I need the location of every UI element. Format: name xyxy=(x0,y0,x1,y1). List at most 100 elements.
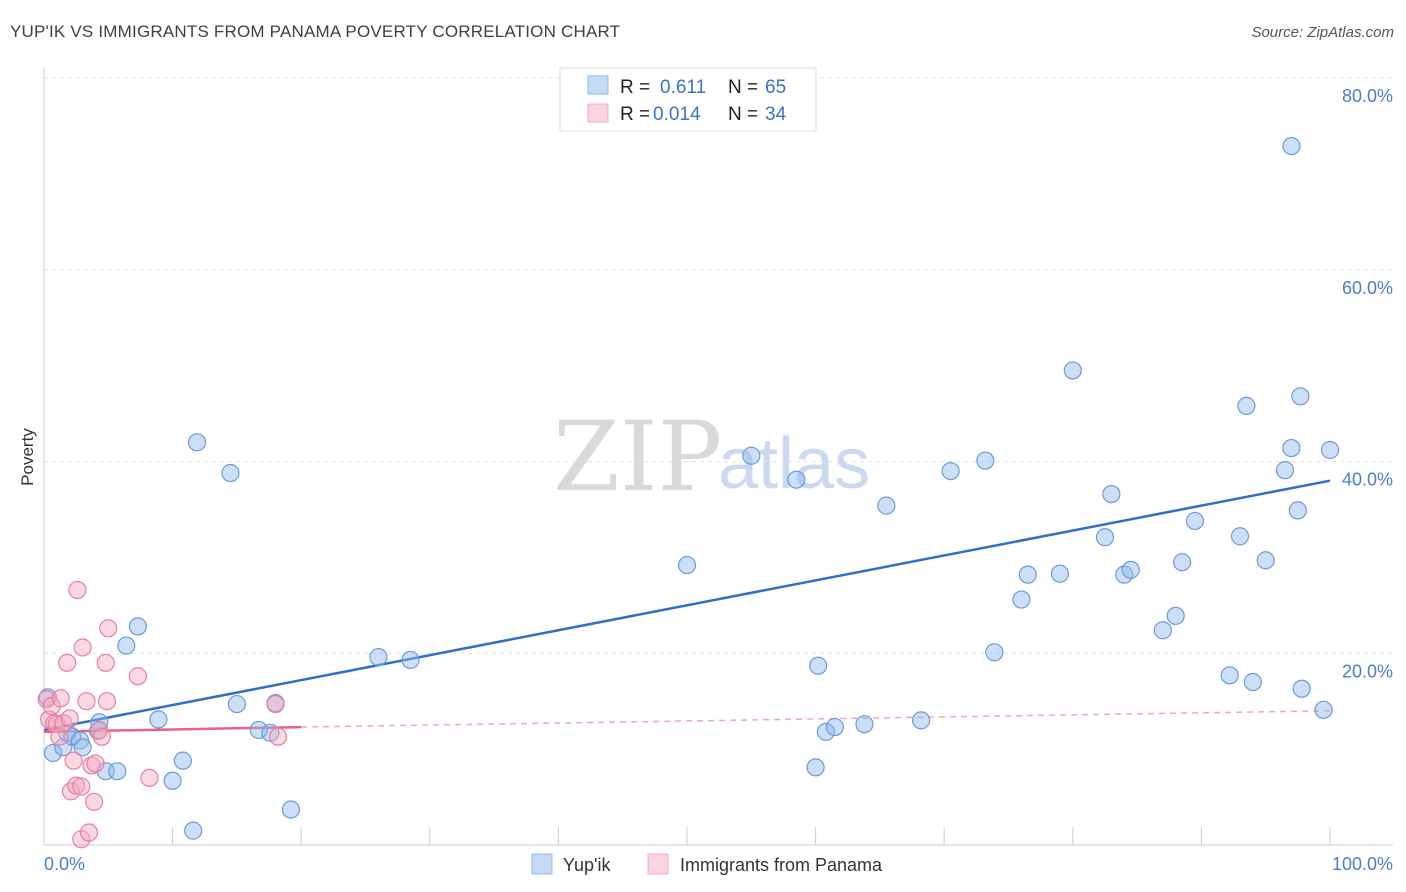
point-s1-13 xyxy=(68,580,87,600)
point-s0-20 xyxy=(249,720,268,740)
point-s0-59 xyxy=(1288,501,1307,520)
legend-swatch-yupik xyxy=(587,75,609,95)
point-s0-29 xyxy=(806,758,825,777)
y-tick-label-1: 40.0% xyxy=(1342,470,1393,490)
point-s0-16 xyxy=(184,821,203,840)
point-s0-55 xyxy=(1256,551,1275,570)
point-s0-50 xyxy=(1185,511,1205,531)
y-tick-label-2: 60.0% xyxy=(1342,278,1393,298)
point-s0-44 xyxy=(1102,484,1121,504)
legend-n-label-1: N = xyxy=(728,77,758,98)
data-points xyxy=(37,136,1340,849)
point-s1-29 xyxy=(266,694,285,714)
point-s0-54 xyxy=(1243,672,1262,692)
x-tick-label-min: 0.0% xyxy=(44,854,85,874)
point-s1-28 xyxy=(140,768,159,787)
point-s0-23 xyxy=(281,800,301,819)
watermark-atlas: atlas xyxy=(718,424,870,504)
point-s1-5 xyxy=(50,727,69,746)
point-s0-2 xyxy=(54,738,73,757)
point-s0-42 xyxy=(1063,361,1082,380)
point-s0-46 xyxy=(1121,560,1140,579)
point-s0-13 xyxy=(149,710,168,729)
bottom-legend-swatch-yupik xyxy=(531,853,553,875)
y-tick-label-0: 20.0% xyxy=(1342,661,1393,681)
point-s1-11 xyxy=(64,751,83,770)
point-s1-16 xyxy=(73,638,92,657)
point-s0-35 xyxy=(911,711,931,730)
point-s0-63 xyxy=(1320,440,1340,460)
point-s0-47 xyxy=(1153,621,1172,640)
point-s0-62 xyxy=(1314,700,1333,719)
point-s0-49 xyxy=(1173,553,1192,572)
point-s1-8 xyxy=(58,653,77,672)
point-s0-24 xyxy=(369,647,388,667)
legend-r-label-1: R = xyxy=(620,77,650,98)
trend-line-extended-1 xyxy=(301,710,1331,728)
point-s0-32 xyxy=(825,717,844,737)
axes xyxy=(43,68,1393,846)
point-s0-26 xyxy=(677,555,697,575)
x-tick-labels: 0.0% 100.0% xyxy=(44,854,1393,874)
point-s0-36 xyxy=(941,461,960,481)
point-s1-10 xyxy=(61,782,81,801)
point-s1-17 xyxy=(77,692,96,711)
legend-n-value-2: 34 xyxy=(765,104,787,125)
bottom-legend-label-panama: Immigrants from Panama xyxy=(680,855,883,875)
point-s0-34 xyxy=(877,496,896,515)
point-s1-26 xyxy=(99,619,118,638)
legend-r-value-2: 0.014 xyxy=(653,104,701,125)
point-s0-11 xyxy=(117,636,136,655)
point-s0-19 xyxy=(227,694,246,714)
point-s0-33 xyxy=(855,715,874,734)
legend-swatch-panama xyxy=(587,103,609,123)
point-s1-24 xyxy=(96,653,115,672)
point-s0-58 xyxy=(1282,136,1301,156)
point-s1-27 xyxy=(128,667,147,686)
point-s1-20 xyxy=(85,792,104,811)
bottom-legend-label-yupik: Yup'ik xyxy=(563,855,611,875)
point-s1-21 xyxy=(86,754,105,773)
point-s0-43 xyxy=(1095,528,1115,547)
point-s0-51 xyxy=(1220,666,1239,685)
point-s0-15 xyxy=(173,751,192,770)
chart-title: YUP'IK VS IMMIGRANTS FROM PANAMA POVERTY… xyxy=(10,22,621,41)
point-s0-10 xyxy=(108,762,127,781)
point-s0-14 xyxy=(163,771,182,790)
point-s1-25 xyxy=(97,692,117,711)
point-s0-12 xyxy=(128,617,147,636)
trend-lines xyxy=(43,479,1331,734)
point-s0-18 xyxy=(221,463,240,483)
legend-r-label-2: R = xyxy=(620,104,650,125)
trend-line-1 xyxy=(43,725,302,734)
point-s0-57 xyxy=(1282,438,1301,458)
point-s0-37 xyxy=(976,451,995,470)
legend-n-label-2: N = xyxy=(728,104,758,125)
y-tick-label-3: 80.0% xyxy=(1342,86,1393,106)
point-s1-30 xyxy=(268,727,288,746)
point-s0-27 xyxy=(742,446,761,465)
point-s0-60 xyxy=(1291,387,1310,406)
legend-r-value-1: 0.611 xyxy=(660,77,706,98)
legend: R = 0.611 N = 65 R = 0.014 N = 34 xyxy=(559,67,817,132)
trend-line-0 xyxy=(43,479,1331,732)
bottom-legend-swatch-panama xyxy=(647,853,669,875)
point-s1-9 xyxy=(60,709,79,728)
point-s0-38 xyxy=(985,643,1004,662)
point-s0-6 xyxy=(73,738,92,757)
x-tick-label-max: 100.0% xyxy=(1332,854,1393,874)
point-s0-52 xyxy=(1230,527,1250,546)
point-s0-53 xyxy=(1237,396,1256,415)
point-s1-6 xyxy=(51,689,70,708)
point-s0-30 xyxy=(809,656,828,675)
point-s1-18 xyxy=(79,823,99,842)
point-s0-41 xyxy=(1050,564,1070,583)
point-s0-39 xyxy=(1012,590,1031,609)
legend-n-value-1: 65 xyxy=(765,77,786,98)
point-s0-61 xyxy=(1292,679,1311,698)
point-s0-28 xyxy=(787,470,806,489)
point-s1-15 xyxy=(72,777,91,796)
point-s1-23 xyxy=(92,727,111,746)
y-axis-label: Poverty xyxy=(18,428,37,486)
